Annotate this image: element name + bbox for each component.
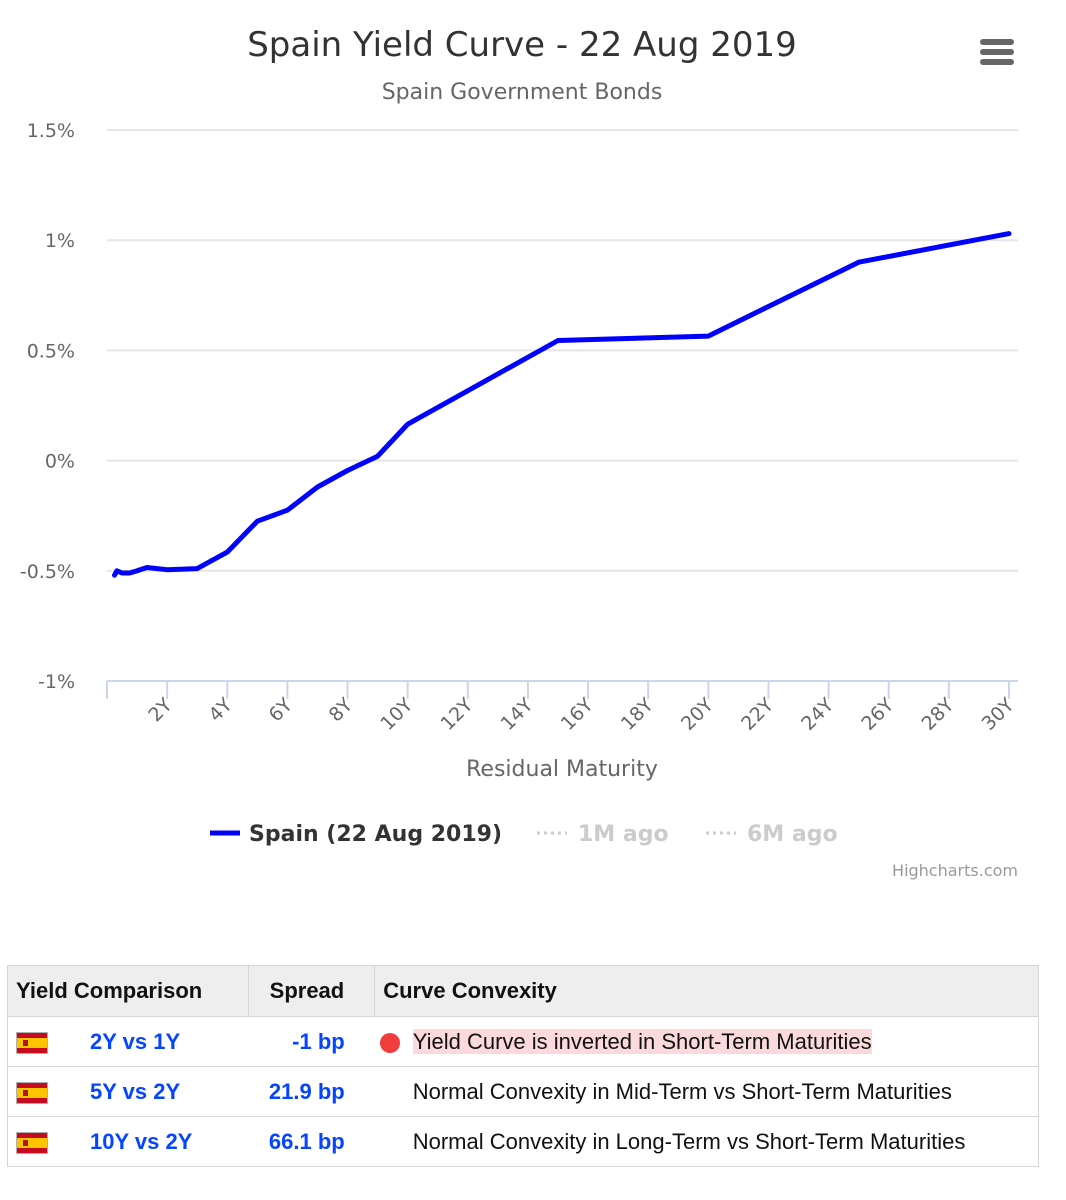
comment-cell: Normal Convexity in Mid-Term vs Short-Te… — [404, 1066, 1039, 1117]
spread-cell: 21.9 bp — [248, 1066, 375, 1117]
header-yield-comparison: Yield Comparison — [7, 965, 249, 1017]
comparison-link[interactable]: 5Y vs 2Y — [90, 1078, 181, 1104]
legend-label-series-1: 1M ago — [578, 822, 669, 847]
header-curve-convexity: Curve Convexity — [374, 965, 1039, 1017]
comment-cell: Normal Convexity in Long-Term vs Short-T… — [404, 1116, 1039, 1167]
x-tick-label: 14Y — [497, 694, 538, 735]
flag-cell — [7, 1116, 82, 1167]
spain-flag-icon — [16, 1081, 48, 1104]
comparison-cell[interactable]: 10Y vs 2Y — [82, 1116, 248, 1167]
x-tick-label: 4Y — [204, 694, 237, 727]
comparison-link[interactable]: 2Y vs 1Y — [90, 1028, 181, 1054]
hamburger-menu-icon[interactable] — [980, 39, 1014, 65]
table-row: 10Y vs 2Y 66.1 bp Normal Convexity in Lo… — [7, 1116, 1039, 1167]
legend-label-series-2: 6M ago — [747, 822, 838, 847]
x-tick-label: 28Y — [918, 694, 959, 735]
x-tick-label: 18Y — [617, 694, 658, 735]
y-tick-label: -1% — [38, 671, 75, 693]
table-header-row: Yield Comparison Spread Curve Convexity — [7, 965, 1039, 1017]
table-row: 5Y vs 2Y 21.9 bp Normal Convexity in Mid… — [7, 1066, 1039, 1117]
x-tick-label: 24Y — [797, 694, 838, 735]
y-axis-labels: -1% -0.5% 0% 0.5% 1% 1.5% — [20, 120, 75, 693]
comparison-cell[interactable]: 2Y vs 1Y — [82, 1016, 248, 1067]
legend-item-series-1[interactable]: 1M ago — [537, 822, 669, 847]
header-spread: Spread — [247, 965, 376, 1017]
legend-item-series-0[interactable]: Spain (22 Aug 2019) — [210, 822, 502, 847]
status-cell — [374, 1016, 405, 1067]
grid-lines — [106, 129, 1018, 699]
comment-text: Normal Convexity in Long-Term vs Short-T… — [412, 1128, 966, 1154]
yield-comparison-table: Yield Comparison Spread Curve Convexity … — [7, 965, 1039, 1167]
legend: Spain (22 Aug 2019) 1M ago 6M ago — [210, 822, 838, 847]
x-tick-label: 2Y — [144, 694, 177, 727]
x-axis-title: Residual Maturity — [466, 757, 658, 782]
spread-cell: 66.1 bp — [248, 1116, 375, 1167]
comment-cell: Yield Curve is inverted in Short-Term Ma… — [404, 1016, 1039, 1067]
spain-flag-icon — [16, 1131, 48, 1154]
x-tick-label: 12Y — [436, 694, 477, 735]
x-tick-label: 10Y — [376, 694, 417, 735]
credits-link[interactable]: Highcharts.com — [892, 861, 1018, 880]
x-tick-label: 26Y — [857, 694, 898, 735]
comment-text: Normal Convexity in Mid-Term vs Short-Te… — [412, 1078, 952, 1104]
y-tick-label: 0.5% — [27, 340, 75, 362]
comparison-cell[interactable]: 5Y vs 2Y — [82, 1066, 248, 1117]
legend-item-series-2[interactable]: 6M ago — [706, 822, 838, 847]
series-line-0[interactable] — [112, 231, 1012, 578]
x-axis-labels: 2Y 4Y 6Y 8Y 10Y 12Y 14Y 16Y 18Y 20Y 22Y 24Y 26Y 28Y 30… — [144, 694, 1018, 735]
x-tick-label: 16Y — [557, 694, 598, 735]
table-row: 2Y vs 1Y -1 bp Yield Curve is inverted i… — [7, 1016, 1039, 1067]
y-tick-label: 1% — [45, 230, 75, 252]
x-tick-label: 20Y — [677, 694, 718, 735]
comment-text: Yield Curve is inverted in Short-Term Ma… — [412, 1028, 872, 1054]
y-tick-label: 1.5% — [27, 120, 75, 142]
series-layer — [112, 231, 1012, 578]
y-tick-label: -0.5% — [20, 561, 75, 583]
x-tick-label: 8Y — [325, 694, 358, 727]
chart-subtitle: Spain Government Bonds — [382, 80, 663, 105]
x-tick-label: 30Y — [978, 694, 1019, 735]
yield-curve-chart: Spain Yield Curve - 22 Aug 2019 Spain Go… — [20, 25, 1019, 880]
x-tick-label: 22Y — [737, 694, 778, 735]
spread-cell: -1 bp — [248, 1016, 375, 1067]
chart-title: Spain Yield Curve - 22 Aug 2019 — [247, 25, 797, 65]
comparison-link[interactable]: 10Y vs 2Y — [90, 1128, 193, 1154]
flag-cell — [7, 1016, 82, 1067]
status-cell — [374, 1116, 405, 1167]
x-tick-label: 6Y — [265, 694, 298, 727]
inverted-status-dot — [379, 1032, 400, 1053]
status-cell — [374, 1066, 405, 1117]
spain-flag-icon — [16, 1031, 48, 1054]
y-tick-label: 0% — [45, 451, 75, 473]
flag-cell — [7, 1066, 82, 1117]
legend-label-series-0: Spain (22 Aug 2019) — [249, 822, 502, 847]
